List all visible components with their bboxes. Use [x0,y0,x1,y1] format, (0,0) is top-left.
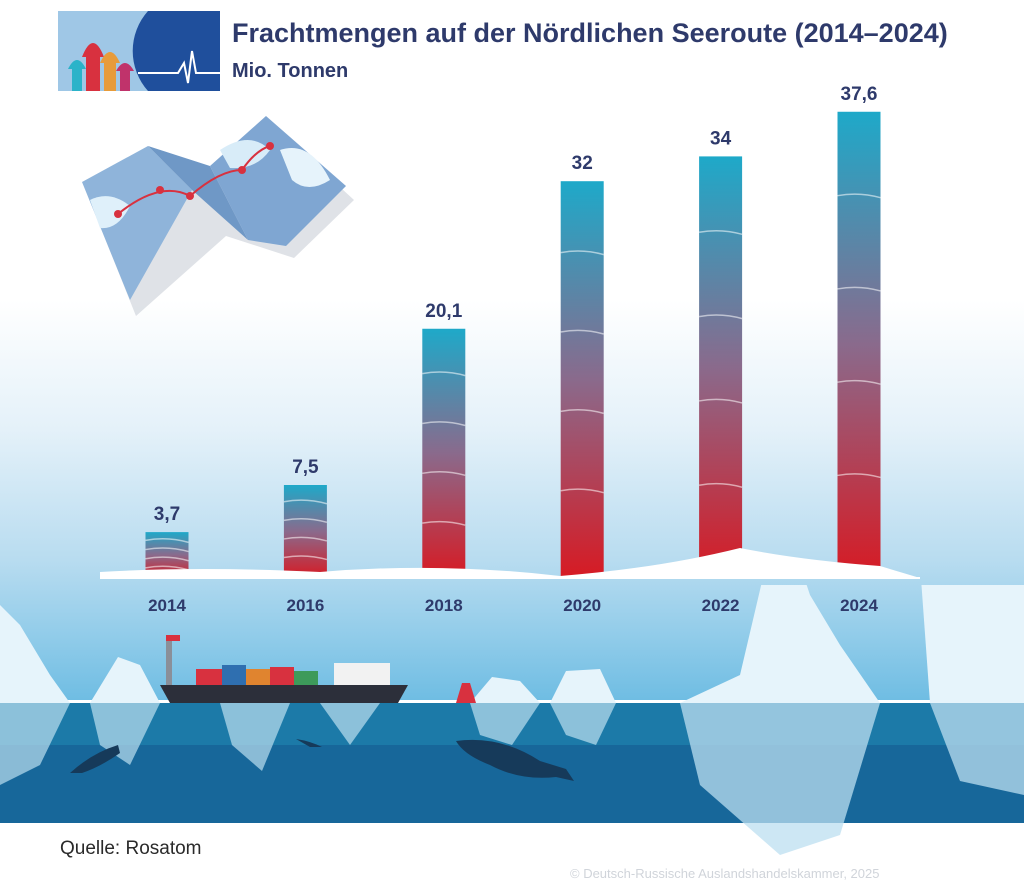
bar-texture-streak [698,314,743,320]
bar-texture-streak [837,473,881,479]
container-ship-icon [160,635,408,703]
bar-texture-streak [283,555,328,561]
bar-texture-streak [560,250,604,256]
bar-texture-streak [145,556,189,562]
source-note: Quelle: Rosatom [60,838,202,859]
x-tick-label-2016: 2016 [286,596,324,615]
iceberg-icon [921,585,1024,703]
whale-icon [456,739,574,781]
iceberg-icon [0,605,70,703]
value-label-2018: 20,1 [425,301,462,322]
bar-texture-streak [422,470,466,477]
bar-2020 [560,181,604,578]
chart-subtitle: Mio. Tonnen [232,60,349,82]
bar-texture-streak [145,538,189,544]
x-tick-label-2018: 2018 [425,596,463,615]
x-tick-label-2022: 2022 [702,596,740,615]
value-label-2024: 37,6 [841,84,878,105]
chart-title: Frachtmengen auf der Nördlichen Seeroute… [232,18,948,48]
bar-texture-streak [560,329,604,335]
bar-texture-streak [283,536,328,542]
bar-texture-streak [560,409,604,415]
whale-icon [70,745,120,773]
bar-texture-streak [837,286,881,292]
bar-texture-streak [837,193,881,199]
bar-texture-streak [283,517,328,524]
bar-texture-streak [422,520,466,526]
x-tick-label-2014: 2014 [148,596,186,615]
bar-2018 [422,328,466,578]
bar-texture-streak [283,499,328,505]
bar-texture-streak [698,229,743,236]
x-tick-label-2024: 2024 [840,596,878,615]
value-label-2022: 34 [710,128,732,149]
logo-onion-domes-icon [58,11,220,91]
value-label-2016: 7,5 [292,457,319,478]
arctic-scene [0,585,1024,855]
value-label-2014: 3,7 [154,504,180,525]
iceberg-icon [550,669,616,703]
bar-texture-streak [422,371,466,377]
bar-texture-streak [560,488,604,494]
value-label-2020: 32 [572,153,593,174]
bar-texture-streak [145,547,189,553]
iceberg-icon [470,677,540,703]
copyright-note: © Deutsch-Russische Auslandshandelskamme… [570,866,880,881]
bar-texture-streak [698,482,743,488]
x-tick-label-2020: 2020 [563,596,601,615]
buoy-icon [456,683,476,703]
bar-2022 [699,156,743,578]
bar-texture-streak [145,565,189,571]
iceberg-icon [680,585,880,703]
folded-arctic-map-icon [82,116,354,316]
bar-texture-streak [837,379,881,385]
bar-2024 [837,111,881,578]
bar-2016 [283,485,327,578]
bar-texture-streak [698,398,743,404]
iceberg-icon [90,657,160,703]
snow-ground [100,548,920,578]
bar-texture-streak [422,421,466,427]
